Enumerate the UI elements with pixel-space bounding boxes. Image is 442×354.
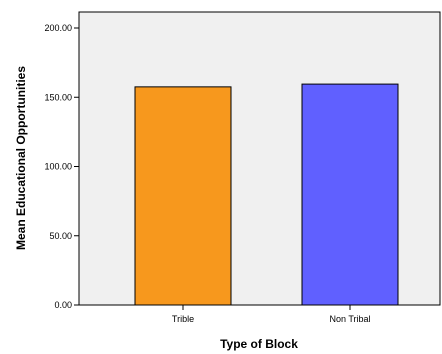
bar-trible	[134, 86, 232, 306]
bar-non-tribal	[301, 83, 399, 306]
y-axis: 0.00 50.00 100.00 150.00 200.00	[44, 23, 79, 310]
x-tick-label: Trible	[172, 314, 194, 324]
y-tick-label: 50.00	[49, 231, 72, 241]
y-axis-title: Mean Educational Opportunities	[14, 66, 28, 250]
y-tick-label: 0.00	[54, 300, 72, 310]
y-tick-label: 100.00	[44, 162, 72, 172]
x-tick-label: Non Tribal	[329, 314, 370, 324]
y-tick-label: 150.00	[44, 92, 72, 102]
x-axis-title: Type of Block	[220, 337, 298, 351]
x-axis: Trible Non Tribal	[172, 305, 371, 324]
y-tick-label: 200.00	[44, 23, 72, 33]
bars	[134, 83, 399, 306]
